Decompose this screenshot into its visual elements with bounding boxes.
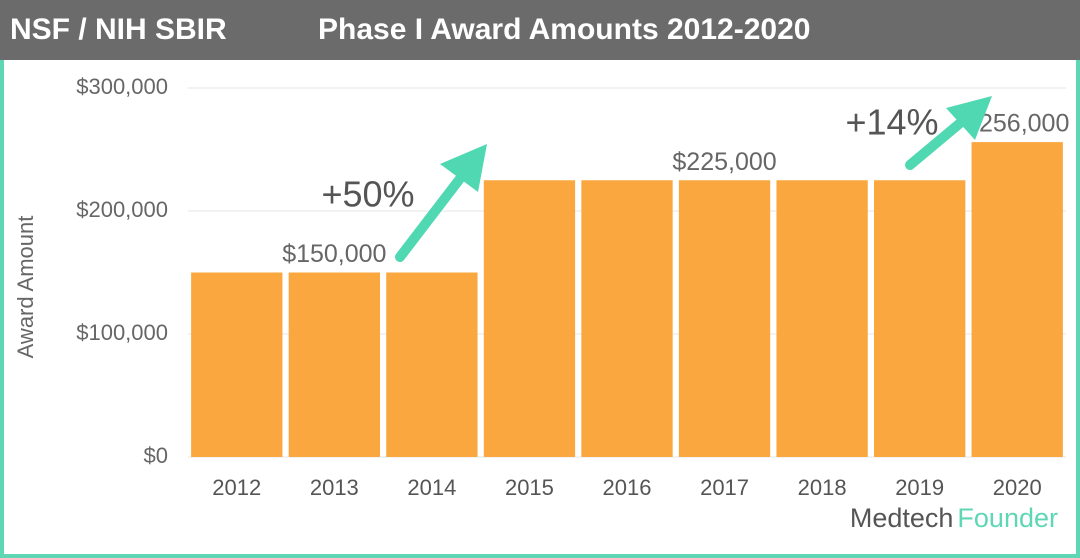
x-tick-label: 2018 xyxy=(798,475,847,500)
arrow xyxy=(905,96,992,170)
y-tick-label: $100,000 xyxy=(76,320,168,345)
y-tick-label: $300,000 xyxy=(76,74,168,99)
x-tick-label: 2013 xyxy=(310,475,359,500)
bar xyxy=(191,272,283,457)
logo: Medtech Founder xyxy=(850,503,1058,533)
annotation: +14% xyxy=(845,102,938,143)
chart-title: NSF / NIH SBIR xyxy=(10,13,227,46)
bar xyxy=(483,180,576,457)
arrow xyxy=(395,144,487,262)
data-label: $150,000 xyxy=(282,240,386,268)
logo-part: Medtech xyxy=(850,503,954,533)
y-tick-label: $0 xyxy=(144,443,168,468)
x-tick-label: 2014 xyxy=(407,475,456,500)
bar xyxy=(971,142,1063,457)
chart-subtitle: Phase I Award Amounts 2012-2020 xyxy=(318,13,810,46)
x-tick-label: 2012 xyxy=(212,475,261,500)
bar xyxy=(288,272,380,457)
x-tick-label: 2019 xyxy=(895,475,944,500)
data-label: $225,000 xyxy=(672,148,776,176)
bar xyxy=(581,180,673,457)
y-tick-label: $200,000 xyxy=(76,197,168,222)
annotation: +50% xyxy=(321,174,414,215)
x-tick-label: 2020 xyxy=(993,475,1042,500)
header-bar xyxy=(0,0,1080,60)
bar xyxy=(776,180,868,457)
bar xyxy=(874,180,966,457)
x-tick-label: 2016 xyxy=(603,475,652,500)
x-tick-label: 2015 xyxy=(505,475,554,500)
x-tick-label: 2017 xyxy=(700,475,749,500)
y-axis-label: Award Amount xyxy=(13,216,38,359)
logo-part: Founder xyxy=(957,503,1058,533)
bar xyxy=(678,180,771,457)
bar xyxy=(386,272,478,457)
